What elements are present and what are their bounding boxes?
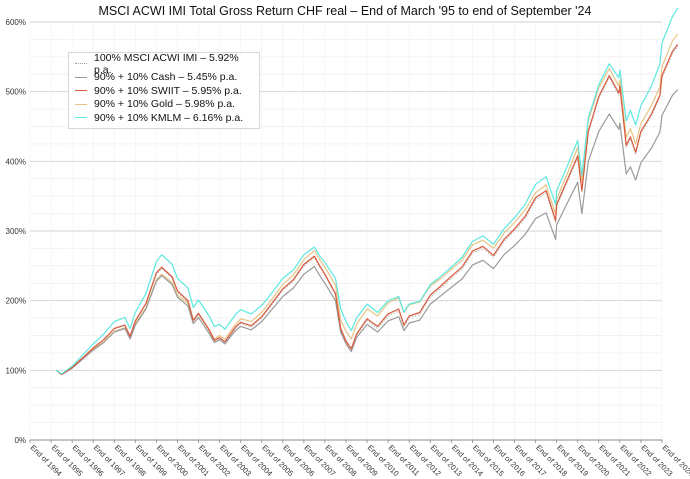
y-tick-label: 200% [6, 297, 26, 306]
y-tick-label: 0% [14, 436, 26, 445]
y-axis: 0% 100% 200% 300% 400% 500% 600% [6, 18, 26, 445]
legend-swatch-cash [75, 76, 87, 78]
legend-label-cash: 90% + 10% Cash – 5.45% p.a. [94, 71, 238, 84]
legend-item: 100% MSCI ACWI IMI – 5.92% p.a. [75, 52, 253, 76]
legend-label-kmlm: 90% + 10% KMLM – 6.16% p.a. [94, 111, 244, 124]
legend-swatch-gold [75, 103, 87, 105]
legend-label-acwi: 100% MSCI ACWI IMI – 5.92% p.a. [94, 51, 239, 76]
y-tick-label: 600% [6, 18, 26, 27]
legend-label-gold: 90% + 10% Gold – 5.98% p.a. [94, 98, 235, 111]
legend-item: 90% + 10% Gold – 5.98% p.a. [75, 98, 253, 112]
legend-swatch-kmlm [75, 117, 87, 119]
legend-label-swiit: 90% + 10% SWIIT – 5.95% p.a. [94, 84, 242, 97]
y-tick-label: 100% [6, 366, 26, 375]
series-line-0 [56, 46, 679, 375]
series-line-3 [55, 33, 679, 376]
legend: 100% MSCI ACWI IMI – 5.92% p.a. 90% + 10… [68, 52, 260, 129]
legend-item: 90% + 10% Cash – 5.45% p.a. [75, 71, 253, 85]
y-tick-label: 400% [6, 157, 26, 166]
legend-item: 90% + 10% KMLM – 6.16% p.a. [75, 111, 253, 125]
series-lines [55, 7, 679, 376]
series-line-4 [55, 7, 679, 375]
legend-item: 90% + 10% SWIIT – 5.95% p.a. [75, 84, 253, 98]
y-tick-label: 300% [6, 227, 26, 236]
series-line-1 [55, 89, 679, 376]
chart-title: MSCI ACWI IMI Total Gross Return CHF rea… [98, 4, 592, 18]
legend-swatch-acwi [75, 63, 87, 65]
legend-swatch-swiit [75, 90, 87, 92]
series-line-2 [55, 43, 679, 376]
y-tick-label: 500% [6, 88, 26, 97]
